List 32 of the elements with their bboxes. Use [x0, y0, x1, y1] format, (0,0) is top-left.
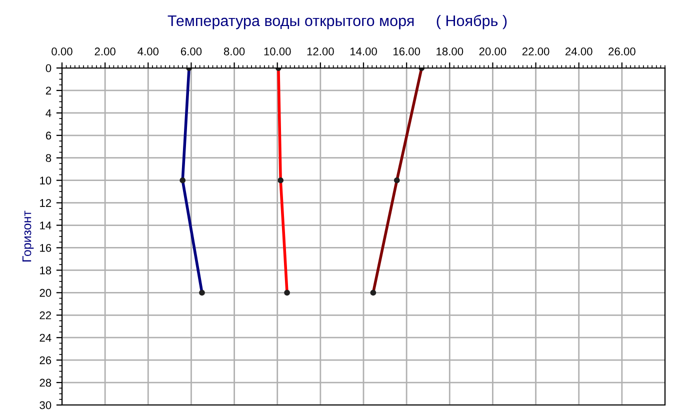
y-tick-label: 26	[40, 356, 52, 364]
x-tick-label: 12.00	[307, 48, 334, 56]
y-tick-label: 2	[46, 86, 52, 94]
x-tick-label: 16.00	[394, 48, 420, 56]
y-tick-label: 6	[46, 132, 52, 140]
y-tick-label: 14	[40, 222, 52, 230]
y-tick-label: 10	[40, 176, 52, 184]
x-tick-label: 22.00	[522, 48, 550, 56]
y-tick-label: 12	[40, 199, 52, 207]
y-tick-label: 8	[46, 154, 52, 162]
y-tick-label: 18	[40, 266, 52, 274]
chart-title: Температура воды открытого моря ( Ноябрь )	[168, 14, 507, 30]
y-tick-label: 22	[40, 311, 52, 320]
x-tick-label: 18.00	[436, 48, 464, 56]
x-tick-label: 14.00	[350, 48, 377, 56]
x-tick-label: 20.00	[479, 48, 506, 56]
y-axis-title: Горизонт	[22, 210, 34, 262]
y-tick-label: 24	[40, 334, 52, 342]
x-tick-label: 0.00	[52, 48, 72, 56]
y-tick-label: 20	[40, 288, 52, 297]
x-tick-label: 26.00	[608, 48, 636, 56]
x-tick-label: 8.00	[224, 48, 245, 56]
x-tick-label: 24.00	[566, 48, 592, 56]
y-tick-label: 4	[46, 109, 52, 117]
y-tick-label: 16	[40, 244, 52, 252]
x-tick-label: 2.00	[94, 48, 116, 56]
x-tick-label: 10.00	[264, 48, 291, 56]
y-tick-label: 28	[40, 378, 52, 387]
x-tick-label: 6.00	[180, 48, 202, 56]
x-tick-label: 4.00	[138, 48, 159, 56]
y-tick-label: 0	[46, 64, 52, 72]
y-tick-label: 30	[40, 401, 52, 410]
